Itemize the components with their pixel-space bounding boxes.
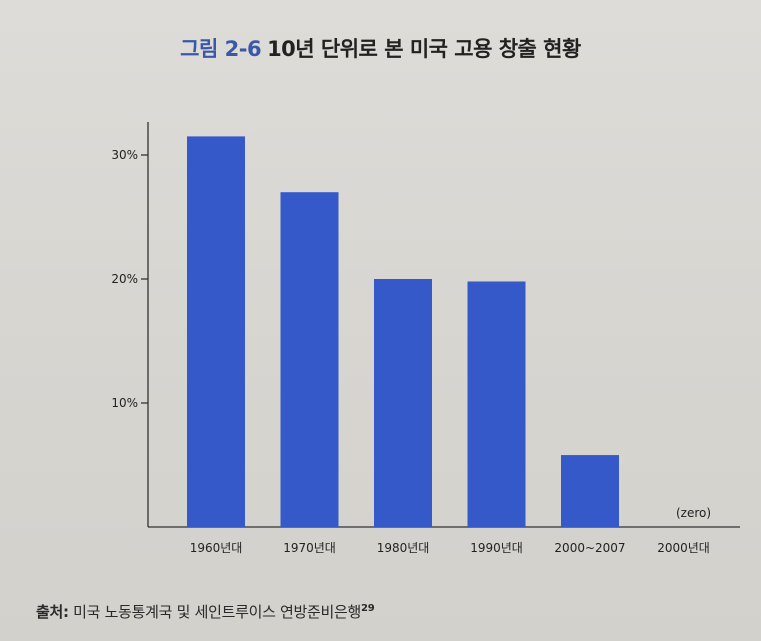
bar [467,281,526,527]
x-category-label: 1990년대 [470,541,523,555]
footnote-marker: 29 [361,603,375,614]
source-note: 출처: 미국 노동통계국 및 세인트루이스 연방준비은행29 [36,601,375,622]
bar [280,192,339,527]
bar [187,136,245,527]
bar [561,455,619,527]
x-category-label: 1980년대 [377,541,430,555]
y-tick-label: 30% [111,148,138,162]
x-category-label: 1970년대 [283,541,336,555]
bar-value-label: (zero) [676,506,711,520]
figure-number: 그림 2-6 [180,37,262,61]
source-label: 출처: [36,603,69,621]
x-category-label: 1960년대 [190,541,243,555]
x-category-label: 2000년대 [657,541,710,555]
figure-title: 그림 2-6 10년 단위로 본 미국 고용 창출 현황 [0,33,761,63]
y-tick-label: 10% [111,396,138,410]
source-text: 미국 노동통계국 및 세인트루이스 연방준비은행 [68,603,362,621]
y-tick-label: 20% [111,272,138,286]
x-category-label: 2000~2007 [554,541,625,555]
chart-title: 10년 단위로 본 미국 고용 창출 현황 [267,37,581,61]
bar [374,279,432,527]
